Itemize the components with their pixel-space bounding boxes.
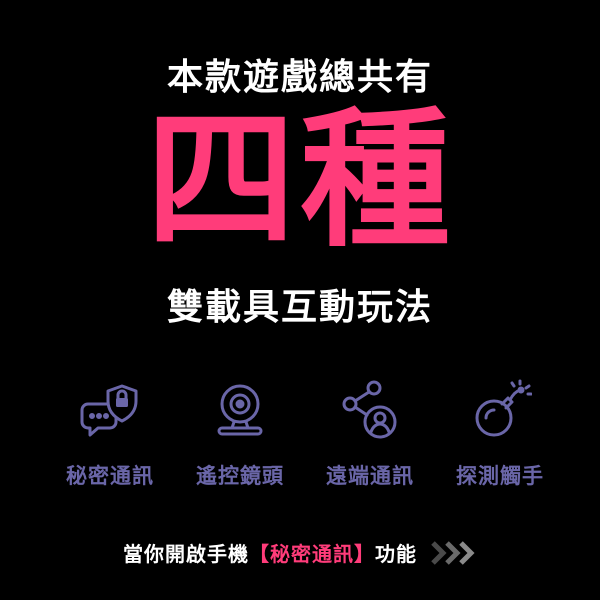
headline-big: 四種 <box>145 92 454 268</box>
cta-prefix: 當你開啟手機 <box>123 542 249 566</box>
headline-bottom: 雙載具互動玩法 <box>166 286 433 328</box>
feature-label: 探測觸手 <box>456 463 544 488</box>
webcam-icon <box>217 384 263 436</box>
share-user-icon <box>342 380 397 439</box>
bomb-icon <box>475 379 532 437</box>
feature-remote-camera[interactable]: 遙控鏡頭 <box>175 378 305 490</box>
feature-label: 遙控鏡頭 <box>196 463 284 488</box>
call-to-action: 當你開啟手機 【秘密通訊】 功能 <box>0 538 600 567</box>
cta-suffix: 功能 <box>375 542 417 566</box>
feature-secret-chat[interactable]: 秘密通訊 <box>45 378 175 490</box>
feature-list: 秘密通訊 遙控鏡頭 遠端通訊 <box>45 378 565 490</box>
secure-chat-icon <box>80 384 138 437</box>
headline-top: 本款遊戲總共有 <box>166 56 433 98</box>
feature-remote-comm[interactable]: 遠端通訊 <box>305 378 435 490</box>
feature-probe[interactable]: 探測觸手 <box>435 378 565 490</box>
triple-chevron-right-icon[interactable] <box>431 540 477 566</box>
cta-highlight: 【秘密通訊】 <box>249 542 375 566</box>
feature-label: 遠端通訊 <box>326 463 414 488</box>
feature-label: 秘密通訊 <box>66 463 154 488</box>
